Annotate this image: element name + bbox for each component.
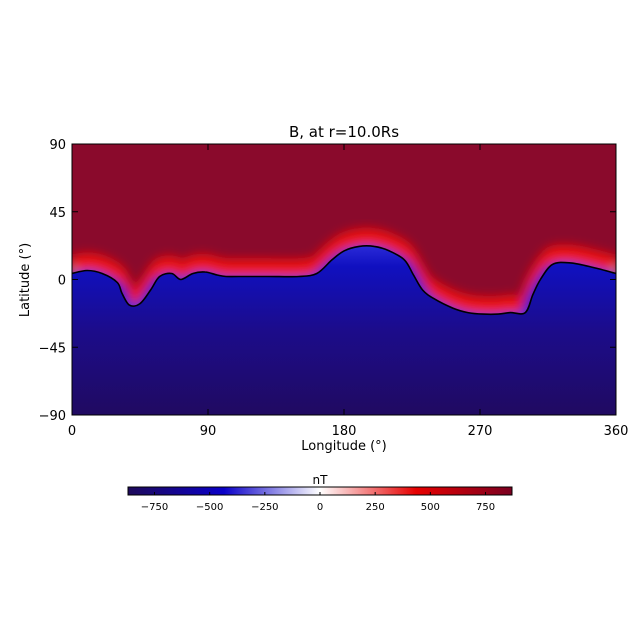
heatmap-plot-area — [71, 143, 617, 416]
colorbar-tick-label: 0 — [317, 502, 323, 513]
y-axis-label: Latitude (°) — [18, 243, 33, 317]
colorbar: nT −750 −500 −250 0 250 500 750 — [127, 473, 513, 513]
x-axis: 0 90 180 270 360 — [68, 144, 629, 439]
chart-title: B, at r=10.0Rs — [289, 123, 399, 141]
colorbar-tick-label: −250 — [251, 502, 278, 513]
x-tick-label: 90 — [200, 424, 217, 439]
colorbar-tick-label: −500 — [196, 502, 223, 513]
x-tick-label: 360 — [604, 424, 629, 439]
y-tick-label: 45 — [49, 206, 66, 221]
colorbar-tick-label: 250 — [366, 502, 385, 513]
y-tick-label: −90 — [39, 409, 66, 424]
x-axis-label: Longitude (°) — [301, 439, 386, 454]
colorbar-tick-label: −750 — [141, 502, 168, 513]
colorbar-tick-label: 750 — [476, 502, 495, 513]
x-tick-label: 0 — [68, 424, 76, 439]
colorbar-label: nT — [313, 473, 329, 487]
y-axis: −90 −45 0 45 90 — [39, 138, 616, 424]
colorbar-tick-label: 500 — [421, 502, 440, 513]
heatmap-north-glow — [72, 227, 616, 315]
x-tick-label: 270 — [468, 424, 493, 439]
y-tick-label: 0 — [58, 274, 66, 289]
x-tick-label: 180 — [332, 424, 357, 439]
y-tick-label: 90 — [49, 138, 66, 153]
colorbar-ticks: −750 −500 −250 0 250 500 750 — [141, 492, 495, 513]
heatmap-south-region — [72, 245, 616, 415]
neutral-line-contour — [72, 245, 616, 316]
y-tick-label: −45 — [39, 341, 66, 356]
